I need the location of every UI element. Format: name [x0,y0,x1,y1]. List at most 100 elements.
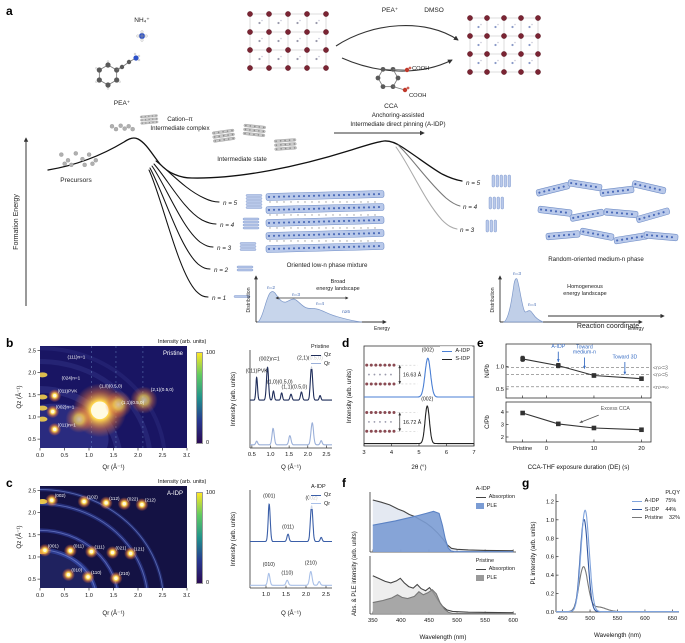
svg-text:(011): (011) [73,544,84,549]
svg-text:1.2: 1.2 [546,499,554,505]
svg-text:3: 3 [501,423,504,429]
svg-text:(102): (102) [87,495,98,500]
right-n-label-4: n = 4 [463,204,478,211]
svg-text:(210): (210) [305,560,317,566]
colorbar-c-min: 0 [206,580,210,586]
svg-text:3.0: 3.0 [183,453,190,459]
d-legend: A-IDP S-IDP [440,346,472,365]
anchoring-label-1: Anchoring-assisted [372,112,425,119]
main-energy-curve [47,137,463,182]
f_top-plot [369,492,516,553]
svg-text:1.5: 1.5 [282,592,290,598]
svg-text:0.5: 0.5 [496,387,504,393]
homogeneous-caption-1: Homogeneous [567,284,603,290]
g-legend: PLQY A-IDP 75% S-IDP 44% Pristine 32% [629,488,682,523]
formation-energy-label: Formation Energy [13,194,20,250]
cooh-top-label: COOH [412,66,429,72]
panel-e-cpb-chart: Pristine 0 10 20 2 3 4 CCA-THF exposure duratio… [482,400,685,472]
panel-e-npb-chart: 0.5 1.0 N/Pb <n>=3 <n>=5 <n>=∞ A-IDP Toward medi… [482,338,685,400]
svg-text:2.0: 2.0 [28,511,36,517]
svg-text:4: 4 [501,410,505,416]
dmso-label: DMSO [424,7,444,14]
f_top-legend: A-IDP Absorption PLE [473,484,517,511]
colorbar-c-title: Intensity (arb. units) [158,479,207,485]
svg-text:(011): (011) [282,525,294,531]
svg-text:4: 4 [390,450,394,456]
svg-text:350: 350 [368,618,378,624]
svg-text:A-IDP: A-IDP [551,344,565,350]
left-inset-peak-n2: n=2 [267,285,275,291]
svg-text:0.5: 0.5 [61,593,69,599]
svg-text:(002)n=1: (002)n=1 [56,405,75,410]
svg-text:(002): (002) [422,347,434,353]
svg-text:2θ (°): 2θ (°) [411,464,426,471]
svg-text:2.5: 2.5 [159,593,167,599]
precursors-label: Precursors [60,177,92,184]
svg-text:(2,1)(0.5,0): (2,1)(0.5,0) [151,387,174,392]
svg-text:Pristine: Pristine [513,446,532,452]
svg-text:0.6: 0.6 [546,555,554,561]
g-plot: 450 500 550 600 650 0.0 0.2 0.4 0.6 0.8 1.0 1.2 Wave… [530,494,679,639]
svg-text:1.0: 1.0 [28,415,36,421]
b_line-legend: Pristine Qz Qr [308,342,333,369]
svg-text:(011)PVK: (011)PVK [246,368,269,374]
svg-text:7: 7 [472,450,475,456]
panel-label-d: d [342,336,350,350]
svg-text:550: 550 [613,616,623,622]
energy-curves [47,137,463,298]
panel-b-giwaxs-map: (111)n=1 (024)n=1 (011)PVK (002)n=1 (011)n=1… [14,338,191,472]
svg-text:16.72 Å: 16.72 Å [403,419,422,426]
svg-text:Qr (Å⁻¹): Qr (Å⁻¹) [102,610,124,617]
svg-text:1.5: 1.5 [110,593,118,599]
svg-text:6: 6 [445,450,448,456]
svg-text:(010): (010) [71,568,82,573]
svg-text:(022): (022) [127,497,138,502]
svg-text:(021): (021) [116,546,127,551]
svg-text:C/Pb: C/Pb [484,415,491,429]
svg-text:(1,1)(0.5,0): (1,1)(0.5,0) [282,385,308,391]
svg-text:600: 600 [508,618,518,624]
svg-text:(002): (002) [55,493,66,498]
svg-text:0.5: 0.5 [61,453,69,459]
svg-text:(111): (111) [94,545,105,550]
svg-text:3: 3 [362,450,365,456]
colorbar-c [196,492,203,584]
svg-text:0.5: 0.5 [28,437,36,443]
right-inset-ylabel: Distribution [490,287,496,312]
cca-label: CCA [384,103,398,110]
pea-label: PEA⁺ [114,100,131,107]
svg-text:Excess CCA: Excess CCA [601,406,631,412]
oriented-caption: Oriented low-n phase mixture [287,262,368,269]
pea-top-label: PEA⁺ [382,7,399,14]
svg-text:Qz (Å⁻¹): Qz (Å⁻¹) [16,385,23,408]
svg-text:1.0: 1.0 [546,518,554,524]
svg-text:(001): (001) [263,494,275,500]
svg-text:1.0: 1.0 [85,453,93,459]
svg-text:1.0: 1.0 [262,592,270,598]
svg-text:3.0: 3.0 [183,593,190,599]
svg-text:Qz (Å⁻¹): Qz (Å⁻¹) [16,525,23,548]
svg-text:(1,0)(0.5,0): (1,0)(0.5,0) [99,383,122,388]
svg-text:0.0: 0.0 [36,453,44,459]
cooh-bottom-label: COOH [409,93,426,99]
nh4-label: NH₄⁺ [134,17,150,24]
panel-label-c: c [6,476,13,490]
svg-text:5: 5 [417,450,420,456]
svg-text:1.5: 1.5 [28,393,36,399]
colorbar-b-min: 0 [206,440,210,446]
panel-label-e: e [477,336,484,350]
cation-pi-label-1: Cation–π [167,116,193,123]
svg-text:Toward: Toward [576,345,593,351]
svg-text:450: 450 [424,618,434,624]
right-n-label-3: n = 3 [460,227,475,234]
panel-a-illustrations [59,11,679,298]
svg-text:1.5: 1.5 [110,453,118,459]
formation-energy-axis: Formation Energy [13,137,29,306]
svg-text:Wavelength (nm): Wavelength (nm) [420,634,467,641]
svg-text:(212): (212) [145,498,156,503]
svg-text:0.0: 0.0 [36,593,44,599]
svg-text:20: 20 [638,446,644,452]
svg-text:2.5: 2.5 [322,452,330,458]
svg-text:600: 600 [640,616,650,622]
svg-text:2.0: 2.0 [302,592,310,598]
